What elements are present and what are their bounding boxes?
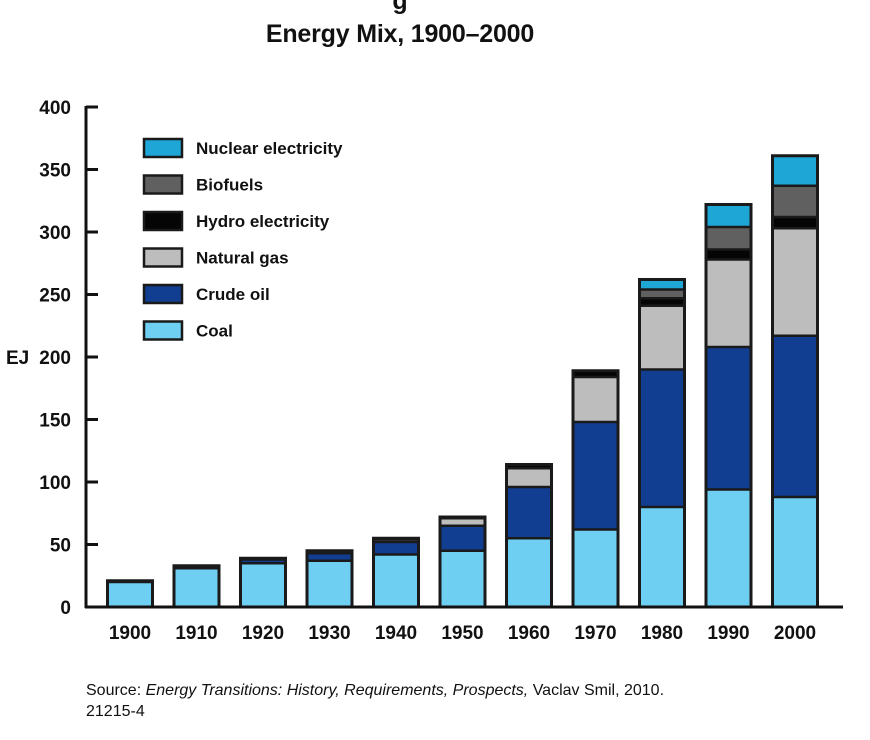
- legend: Nuclear electricity Biofuels Hydro electri…: [142, 137, 343, 341]
- bar-stack-1910: [172, 564, 221, 609]
- bar-segment-crude-oil-1930: [307, 553, 352, 561]
- y-tick-label: 50: [50, 536, 71, 557]
- legend-swatch-crude-oil: [142, 283, 184, 305]
- axes: [84, 106, 843, 609]
- bar-stack-1940: [372, 536, 420, 609]
- bar-segment-natural-gas-1960: [506, 468, 552, 487]
- legend-label-crude-oil: Crude oil: [196, 285, 270, 304]
- bar-segment-nuclear-electricity-1980: [639, 279, 685, 290]
- bar-segment-crude-oil-1940: [373, 542, 419, 555]
- y-tick-label: 350: [39, 161, 71, 182]
- bar-stack-1930: [305, 549, 354, 609]
- x-tick-label-1930: 1930: [308, 623, 350, 644]
- bar-segment-natural-gas-2000: [772, 228, 818, 336]
- bar-segment-crude-oil-1960: [506, 487, 552, 539]
- bar-stack-2000: [771, 154, 819, 609]
- bar-segment-hydro-electricity-1960: [506, 464, 552, 469]
- legend-label-natural-gas: Natural gas: [196, 249, 289, 268]
- bar-segment-hydro-electricity-1970: [573, 370, 618, 377]
- bar-segment-crude-oil-1950: [440, 525, 485, 551]
- x-tick-label-1970: 1970: [574, 623, 616, 644]
- bar-segment-natural-gas-1980: [639, 305, 685, 370]
- legend-swatch-natural-gas: [142, 247, 184, 268]
- legend-label-hydro-electricity: Hydro electricity: [196, 212, 330, 231]
- bar-segment-coal-1910: [174, 568, 219, 607]
- bar-stack-1900: [106, 579, 154, 609]
- y-tick-label: 400: [39, 98, 71, 119]
- bar-segment-natural-gas-1970: [573, 377, 618, 422]
- bar-segment-coal-1900: [107, 582, 153, 607]
- bar-segment-coal-1930: [307, 560, 352, 607]
- bar-segment-coal-1950: [440, 550, 485, 607]
- bar-segment-coal-1990: [706, 489, 751, 607]
- y-tick-label: 100: [39, 473, 71, 494]
- bar-stack-1990: [704, 203, 753, 609]
- x-tick-label-1950: 1950: [441, 623, 483, 644]
- bar-segment-biofuels-1990: [706, 227, 751, 250]
- chart-title: Energy Mix, 1900–2000: [265, 20, 535, 48]
- x-tick-label-1920: 1920: [242, 623, 284, 644]
- x-tick-label-1990: 1990: [707, 623, 749, 644]
- x-tick-label-1940: 1940: [375, 623, 417, 644]
- bar-segment-natural-gas-1950: [440, 518, 485, 526]
- bar-segment-crude-oil-1990: [706, 347, 751, 490]
- y-axis-title: EJ: [6, 348, 29, 369]
- stacked-bar-chart: 0 50 100 150 200 250 300 350 400 1900 1910 1920 193…: [6, 98, 843, 644]
- x-tick-label-1980: 1980: [641, 623, 683, 644]
- source-note: Source: Energy Transitions: History, Req…: [86, 681, 664, 701]
- bar-segment-coal-1920: [240, 563, 286, 607]
- y-tick-label: 200: [39, 348, 71, 369]
- y-tick-label: 300: [39, 223, 71, 244]
- legend-swatch-biofuels: [142, 174, 184, 195]
- cropped-heading: g: [392, 0, 408, 15]
- bar-segment-crude-oil-1970: [573, 422, 618, 530]
- y-axis-ticks: 0 50 100 150 200 250 300 350 400: [39, 98, 98, 619]
- bar-stack-1970: [571, 369, 620, 609]
- figure-code: 21215-4: [86, 703, 145, 720]
- bar-segment-nuclear-electricity-2000: [772, 155, 818, 186]
- legend-label-biofuels: Biofuels: [196, 176, 263, 195]
- bar-segment-crude-oil-1980: [639, 369, 685, 507]
- x-tick-label-1900: 1900: [109, 623, 151, 644]
- bar-stack-1920: [239, 556, 287, 609]
- source-prefix: Source:: [86, 682, 146, 699]
- y-tick-label: 250: [39, 286, 71, 307]
- y-tick-label: 150: [39, 411, 71, 432]
- bar-segment-coal-1960: [506, 538, 552, 607]
- bar-segment-coal-1940: [373, 554, 419, 607]
- bar-segment-hydro-electricity-1980: [639, 298, 685, 306]
- source-suffix: Vaclav Smil, 2010.: [528, 682, 665, 699]
- bar-segment-coal-1980: [639, 507, 685, 607]
- x-axis-labels: 1900 1910 1920 1930 1940 1950 1960 1970 1980 1990…: [109, 623, 816, 644]
- bar-segment-coal-2000: [772, 497, 818, 607]
- bar-stack-1960: [505, 463, 553, 609]
- bar-segment-biofuels-2000: [772, 185, 818, 217]
- x-tick-label-1910: 1910: [175, 623, 217, 644]
- bar-stack-1950: [438, 515, 487, 609]
- bar-stacks: [106, 154, 819, 609]
- bar-segment-crude-oil-2000: [772, 335, 818, 497]
- bar-segment-coal-1970: [573, 529, 618, 607]
- legend-swatch-nuclear-electricity: [142, 137, 184, 159]
- bar-stack-1980: [638, 278, 686, 609]
- x-tick-label-2000: 2000: [774, 623, 816, 644]
- bar-segment-nuclear-electricity-1990: [706, 204, 751, 227]
- bar-segment-hydro-electricity-2000: [772, 217, 818, 229]
- bar-segment-biofuels-1980: [639, 289, 685, 299]
- x-tick-label-1960: 1960: [508, 623, 550, 644]
- bar-segment-crude-oil-1920: [240, 559, 286, 564]
- legend-label-coal: Coal: [196, 322, 233, 341]
- source-title: Energy Transitions: History, Requirement…: [145, 682, 529, 699]
- bar-segment-natural-gas-1990: [706, 259, 751, 347]
- legend-swatch-coal: [142, 320, 184, 341]
- y-tick-label: 0: [60, 598, 71, 619]
- legend-label-nuclear-electricity: Nuclear electricity: [196, 139, 343, 158]
- legend-swatch-hydro-electricity: [142, 210, 184, 232]
- bar-segment-hydro-electricity-1990: [706, 249, 751, 260]
